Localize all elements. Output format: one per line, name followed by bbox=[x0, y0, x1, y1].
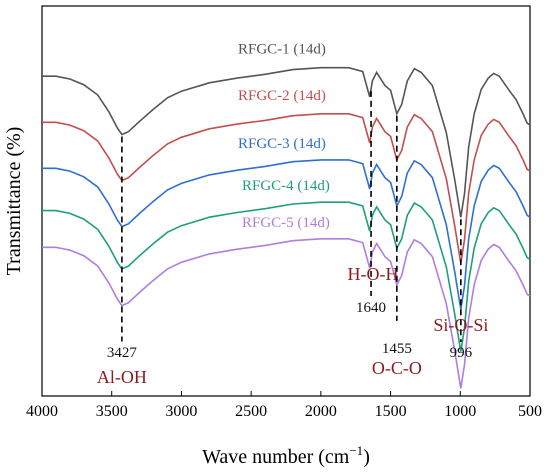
series-line-3 bbox=[42, 159, 531, 310]
series-label-4: RFGC-4 (14d) bbox=[242, 178, 330, 194]
series-line-5 bbox=[42, 238, 531, 389]
x-axis-title-superscript: −1 bbox=[349, 443, 363, 458]
peak-group-label-996: Si-O-Si bbox=[433, 315, 488, 335]
peak-number-1455: 1455 bbox=[382, 341, 412, 357]
peak-number-1640: 1640 bbox=[356, 300, 386, 316]
plot-frame bbox=[41, 5, 531, 397]
series-line-2 bbox=[42, 113, 531, 264]
x-axis: 4000 3500 3000 2500 2000 1500 1000 500 bbox=[26, 391, 542, 420]
x-tick-label: 4000 bbox=[26, 403, 58, 420]
peak-group-label-3427: Al-OH bbox=[97, 367, 147, 387]
series-layer: RFGC-1 (14d) RFGC-2 (14d) RFGC-3 (14d) RFGC… bbox=[42, 42, 531, 389]
x-axis-title: Wave number (cm−1) bbox=[202, 443, 370, 468]
series-label-1: RFGC-1 (14d) bbox=[238, 42, 326, 58]
peak-number-996: 996 bbox=[450, 345, 473, 361]
y-axis-title: Transmittance (%) bbox=[3, 127, 25, 276]
series-label-5: RFGC-5 (14d) bbox=[242, 215, 330, 231]
x-tick-label: 1000 bbox=[444, 403, 476, 420]
x-tick-label: 3000 bbox=[165, 403, 197, 420]
series-label-2: RFGC-2 (14d) bbox=[238, 88, 326, 104]
x-tick-label: 2500 bbox=[235, 403, 267, 420]
x-tick-label: 1500 bbox=[375, 403, 407, 420]
x-axis-title-main: Wave number (cm bbox=[202, 446, 350, 468]
peak-group-label-1455: O-C-O bbox=[372, 358, 422, 378]
x-axis-title-close: ) bbox=[363, 446, 370, 468]
x-tick-label: 2000 bbox=[305, 403, 337, 420]
series-line-4 bbox=[42, 201, 531, 352]
peak-number-3427: 3427 bbox=[107, 345, 138, 361]
peak-group-label-1640: H-O-H bbox=[348, 264, 399, 284]
series-label-3: RFGC-3 (14d) bbox=[238, 136, 326, 152]
series-line-1 bbox=[42, 66, 531, 218]
x-tick-label: 3500 bbox=[96, 403, 128, 420]
x-tick-label: 500 bbox=[518, 403, 542, 420]
